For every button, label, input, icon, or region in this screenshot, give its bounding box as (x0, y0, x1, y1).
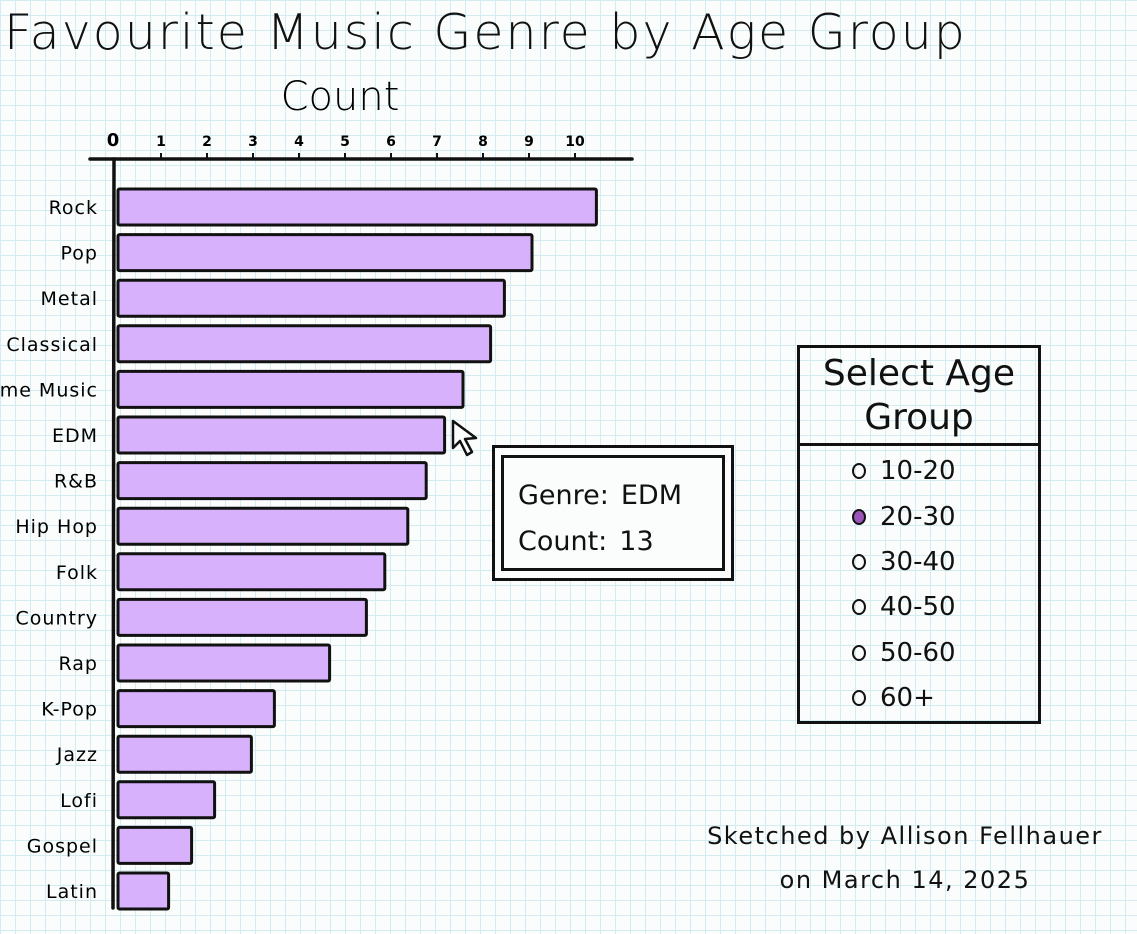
y-category-label: Pop (61, 243, 98, 265)
hover-tooltip: Genre: EDM Count: 13 (492, 445, 734, 581)
age-group-title-line2: Group (864, 397, 974, 438)
tooltip-genre-label: Genre: (518, 480, 609, 511)
x-tick-label: 8 (478, 134, 488, 150)
y-category-label: Classical (6, 334, 98, 356)
x-tick-label: 10 (565, 134, 585, 150)
signature-line-2: on March 14, 2025 (779, 866, 1031, 894)
y-category-label: Rap (59, 653, 99, 675)
y-category-label: Metal (41, 288, 98, 310)
age-option-label: 10-20 (880, 456, 956, 486)
age-option-label: 20-30 (880, 502, 956, 532)
bar-gospel (116, 825, 194, 865)
age-group-selector-title: Select Age Group (800, 348, 1038, 446)
age-option-40-50[interactable]: 40-50 (852, 592, 956, 622)
radio-icon[interactable] (852, 463, 866, 479)
pointer-arrow-icon (451, 419, 478, 457)
bar-rock (116, 187, 598, 227)
age-option-label: 30-40 (880, 547, 956, 577)
x-tick-label: 5 (340, 134, 350, 150)
age-option-label: 60+ (880, 683, 935, 713)
age-option-20-30[interactable]: 20-30 (852, 502, 956, 532)
chart-title: Favourite Music Genre by Age Group (4, 4, 967, 61)
radio-icon[interactable] (852, 690, 866, 706)
age-group-selector: Select Age Group 10-20 20-30 30-40 40-50… (797, 345, 1041, 724)
bar-country (116, 597, 368, 637)
age-option-10-20[interactable]: 10-20 (852, 456, 956, 486)
y-category-label: Folk (56, 562, 98, 584)
age-group-title-line1: Select Age (822, 353, 1016, 394)
y-category-label: R&B (54, 471, 98, 493)
radio-icon[interactable] (852, 509, 866, 525)
tooltip-count-row: Count: 13 (518, 526, 654, 557)
y-category-label: Latin (46, 881, 98, 903)
x-tick-label: 2 (202, 134, 212, 150)
author-signature: Sketched by Allison Fellhauer on March 1… (690, 814, 1120, 902)
bar-hip-hop (116, 506, 410, 546)
y-category-label: EDM (52, 425, 98, 447)
y-axis-line (111, 157, 116, 910)
x-tick-label: 4 (294, 134, 304, 150)
y-category-label: Gospel (27, 835, 98, 857)
x-tick-label: 9 (524, 134, 534, 150)
y-category-label: Jazz (56, 744, 98, 766)
bar-k-pop (116, 689, 276, 729)
age-option-label: 40-50 (880, 592, 956, 622)
x-tick-label: 1 (156, 134, 166, 150)
x-tick-label: 6 (386, 134, 396, 150)
bar-edm (116, 415, 447, 455)
bar-game-music (116, 369, 465, 409)
signature-line-1: Sketched by Allison Fellhauer (707, 822, 1103, 850)
radio-icon[interactable] (852, 554, 866, 570)
x-tick-label: 7 (432, 134, 442, 150)
tooltip-genre-row: Genre: EDM (518, 480, 682, 511)
y-category-label: Lofi (60, 790, 98, 812)
y-category-label: Rock (49, 197, 98, 219)
age-option-label: 50-60 (880, 638, 956, 668)
bar-classical (116, 324, 493, 364)
bar-latin (116, 871, 171, 911)
bar-metal (116, 278, 506, 318)
age-option-60-plus[interactable]: 60+ (852, 683, 935, 713)
age-option-50-60[interactable]: 50-60 (852, 638, 956, 668)
tooltip-count-value: 13 (619, 526, 654, 557)
bar-lofi (116, 780, 217, 820)
y-category-label: Game Music (0, 379, 98, 401)
y-category-label: Country (16, 607, 98, 629)
bar-pop (116, 233, 534, 273)
bar-rap (116, 643, 332, 683)
bar-folk (116, 552, 387, 592)
x-tick-label: 0 (107, 130, 120, 151)
tooltip-genre-value: EDM (620, 480, 683, 511)
bar-jazz (116, 734, 253, 774)
tooltip-inner-frame: Genre: EDM Count: 13 (501, 455, 725, 571)
bar-r-b (116, 461, 428, 501)
tooltip-count-label: Count: (518, 526, 608, 557)
age-option-30-40[interactable]: 30-40 (852, 547, 956, 577)
radio-icon[interactable] (852, 599, 866, 615)
y-category-label: Hip Hop (15, 516, 98, 538)
radio-icon[interactable] (852, 645, 866, 661)
y-category-label: K-Pop (41, 699, 98, 721)
x-tick-label: 3 (248, 134, 258, 150)
x-axis-title: Count (281, 74, 400, 120)
